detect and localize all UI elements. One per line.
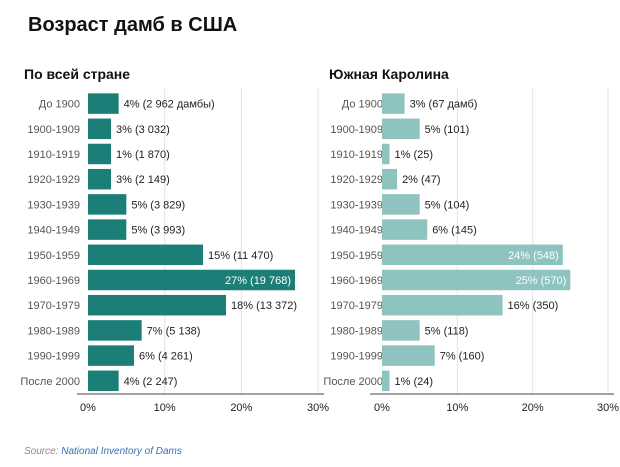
national-category-label: После 2000 [20,376,80,388]
national-bar [88,168,111,190]
sc-data-label: 5% (118) [425,325,469,337]
national-bar [88,269,295,291]
sc-category-label: После 2000 [323,376,383,388]
national-data-label: 5% (3 993) [131,225,185,237]
sc-bar [382,294,503,316]
national-bar [88,244,203,266]
sc-bar [382,118,420,140]
national-bar [88,194,127,215]
sc-tick-label: 0% [374,402,390,414]
national-chart-title: По всей стране [24,66,131,82]
sc-data-label: 6% (145) [432,225,477,237]
sc-bar [382,320,420,341]
national-tick-label: 0% [80,402,96,414]
national-bar [88,118,111,140]
sc-data-label: 25% (570) [516,275,567,287]
national-bar [88,93,119,114]
national-data-label: 18% (13 372) [231,300,297,312]
sc-bar [382,194,420,215]
national-bar [88,320,142,341]
national-category-label: 1960-1969 [27,275,80,287]
national-data-label: 5% (3 829) [131,199,185,211]
sc-category-label: 1900-1909 [330,124,383,136]
national-category-label: 1970-1979 [27,300,80,312]
sc-data-label: 24% (548) [508,250,559,262]
sc-data-label: 1% (24) [395,376,434,388]
national-category-label: 1910-1919 [27,149,80,161]
sc-category-label: 1940-1949 [330,225,383,237]
national-data-label: 15% (11 470) [208,250,273,262]
sc-bar [382,219,428,240]
sc-category-label: 1990-1999 [330,351,383,363]
national-category-label: 1950-1959 [27,250,80,262]
national-data-label: 3% (3 032) [116,124,170,136]
sc-data-label: 2% (47) [402,174,441,186]
national-data-label: 1% (1 870) [116,149,170,161]
national-bar [88,370,119,392]
sc-chart-title: Южная Каролина [329,66,449,82]
national-category-label: 1980-1989 [27,325,80,337]
sc-data-label: 5% (104) [425,199,470,211]
national-data-label: 3% (2 149) [116,174,170,186]
sc-bar [382,370,390,392]
source-link[interactable]: National Inventory of Dams [61,446,182,457]
national-category-label: 1930-1939 [27,199,80,211]
sc-data-label: 1% (25) [395,149,434,161]
sc-category-label: 1980-1989 [330,325,383,337]
sc-category-label: 1930-1939 [330,199,383,211]
national-category-label: 1940-1949 [27,225,80,237]
sc-bar [382,143,390,165]
source-prefix: Source: [24,446,59,457]
sc-bar [382,93,405,114]
sc-category-label: 1910-1919 [330,149,383,161]
national-bar [88,143,111,165]
national-data-label: 4% (2 962 дамбы) [124,99,215,111]
source-note: Source: National Inventory of Dams [24,446,182,457]
national-tick-label: 10% [154,402,176,414]
national-data-label: 6% (4 261) [139,351,193,363]
national-category-label: 1920-1929 [27,174,80,186]
sc-bar [382,269,571,291]
sc-data-label: 7% (160) [440,351,485,363]
sc-data-label: 3% (67 дамб) [410,99,478,111]
sc-category-label: 1960-1969 [330,275,383,287]
national-data-label: 4% (2 247) [124,376,178,388]
sc-bar [382,168,398,190]
sc-bar [382,345,435,366]
sc-data-label: 5% (101) [425,124,470,136]
national-category-label: До 1900 [39,99,80,111]
sc-bar [382,244,563,266]
sc-category-label: 1970-1979 [330,300,383,312]
national-tick-label: 20% [230,402,252,414]
national-bar [88,294,226,316]
sc-category-label: 1950-1959 [330,250,383,262]
sc-tick-label: 30% [597,402,619,414]
national-bar [88,219,127,240]
national-data-label: 7% (5 138) [147,325,201,337]
sc-tick-label: 10% [446,402,468,414]
national-data-label: 27% (19 768) [225,275,291,287]
page-title: Возраст дамб в США [28,14,238,36]
national-tick-label: 30% [307,402,329,414]
sc-data-label: 16% (350) [508,300,559,312]
national-category-label: 1990-1999 [27,351,80,363]
sc-category-label: 1920-1929 [330,174,383,186]
sc-tick-label: 20% [522,402,544,414]
sc-category-label: До 1900 [342,99,383,111]
national-category-label: 1900-1909 [27,124,80,136]
national-bar [88,345,134,366]
